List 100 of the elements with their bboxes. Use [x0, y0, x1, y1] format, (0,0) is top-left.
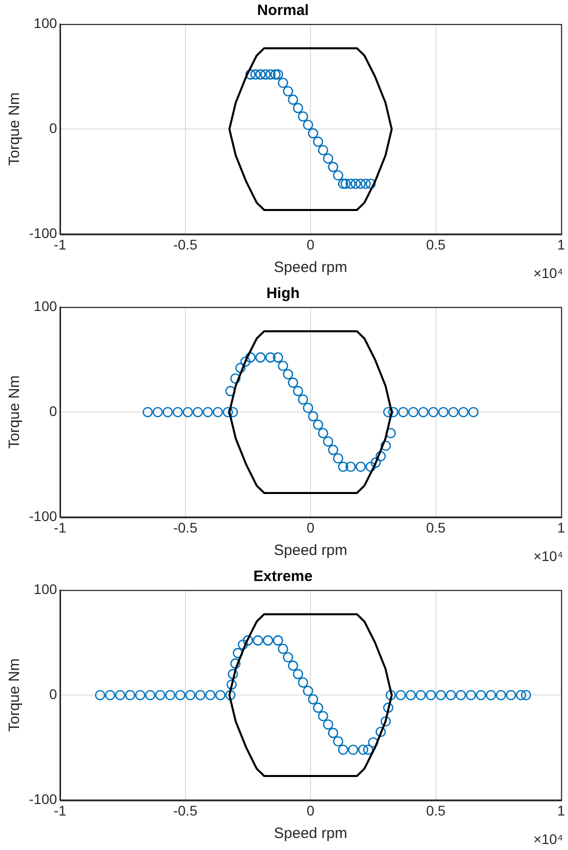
point: [298, 111, 308, 122]
point: [426, 690, 436, 700]
point: [250, 69, 261, 80]
point: [238, 640, 248, 650]
point: [456, 690, 466, 700]
point: [265, 352, 276, 363]
point: [348, 744, 358, 755]
point: [278, 644, 288, 654]
point: [255, 352, 266, 363]
point: [358, 744, 368, 755]
point: [302, 402, 314, 414]
point: [230, 373, 241, 384]
point: [142, 406, 153, 418]
x-tick-label: 0: [306, 802, 315, 818]
point: [182, 406, 193, 418]
point: [428, 406, 438, 418]
point: [458, 406, 469, 418]
point: [252, 635, 264, 646]
point: [302, 686, 314, 696]
x-tick-label: 1: [557, 519, 566, 536]
point: [438, 406, 448, 418]
point: [288, 660, 298, 671]
point: [338, 178, 348, 189]
x-axis-title: Speed rpm: [274, 825, 348, 842]
point: [363, 744, 374, 755]
point: [308, 694, 318, 704]
chart-title: Normal: [257, 2, 309, 20]
point: [135, 690, 146, 700]
point: [226, 679, 237, 690]
point: [356, 178, 366, 189]
point: [265, 69, 276, 80]
point: [288, 94, 298, 105]
point: [520, 690, 532, 700]
point: [172, 406, 183, 418]
point: [192, 406, 203, 418]
point: [318, 144, 328, 156]
point: [298, 677, 308, 688]
point: [318, 428, 328, 438]
text: ×10⁴: [533, 264, 564, 281]
point: [162, 406, 173, 418]
chart-title: High: [266, 285, 300, 302]
x-tick-label: -0.5: [173, 802, 198, 818]
point: [272, 69, 284, 80]
y-tick-label: 100: [34, 298, 58, 314]
point: [416, 690, 426, 700]
point: [202, 406, 213, 418]
point: [386, 428, 396, 438]
point: [312, 136, 324, 147]
point: [383, 702, 394, 713]
point: [332, 736, 344, 746]
point: [328, 728, 338, 738]
point: [468, 406, 479, 418]
point: [376, 451, 386, 462]
point: [356, 462, 366, 472]
point: [506, 690, 516, 700]
point: [94, 690, 106, 700]
point: [386, 690, 396, 700]
point: [346, 462, 356, 472]
point: [225, 690, 236, 700]
point: [312, 702, 324, 713]
x-tick-label: 0.5: [426, 236, 446, 252]
point: [376, 726, 386, 738]
point: [466, 690, 476, 700]
point: [240, 356, 251, 367]
point: [340, 178, 351, 189]
point: [292, 386, 304, 396]
point: [175, 690, 186, 700]
point: [360, 178, 371, 189]
point: [255, 69, 266, 80]
point: [278, 78, 288, 88]
point: [222, 406, 234, 418]
text: ×10⁴: [533, 548, 564, 564]
point: [418, 406, 428, 418]
point: [350, 178, 361, 189]
y-axis-title: Torque Nm: [6, 658, 24, 732]
point: [302, 120, 314, 130]
y-tick-label: 0: [49, 402, 58, 419]
x-axis-title: Speed rpm: [274, 259, 348, 276]
point: [476, 690, 486, 700]
point: [322, 436, 334, 447]
point: [308, 128, 318, 138]
point: [272, 635, 284, 646]
point: [516, 690, 526, 700]
point: [312, 420, 324, 430]
point: [486, 690, 496, 700]
point: [232, 648, 244, 658]
point: [288, 378, 298, 388]
y-tick-label: -100: [28, 508, 58, 524]
point: [436, 690, 446, 700]
point: [388, 406, 398, 418]
y-axis-title: Torque Nm: [6, 92, 24, 166]
point: [225, 386, 236, 396]
point: [346, 178, 356, 189]
point: [328, 444, 338, 456]
y-axis-title: Torque Nm: [6, 375, 24, 449]
point: [205, 690, 216, 700]
point: [260, 69, 271, 80]
y-tick-label: 100: [34, 580, 58, 597]
point: [228, 668, 238, 680]
point: [262, 635, 274, 646]
